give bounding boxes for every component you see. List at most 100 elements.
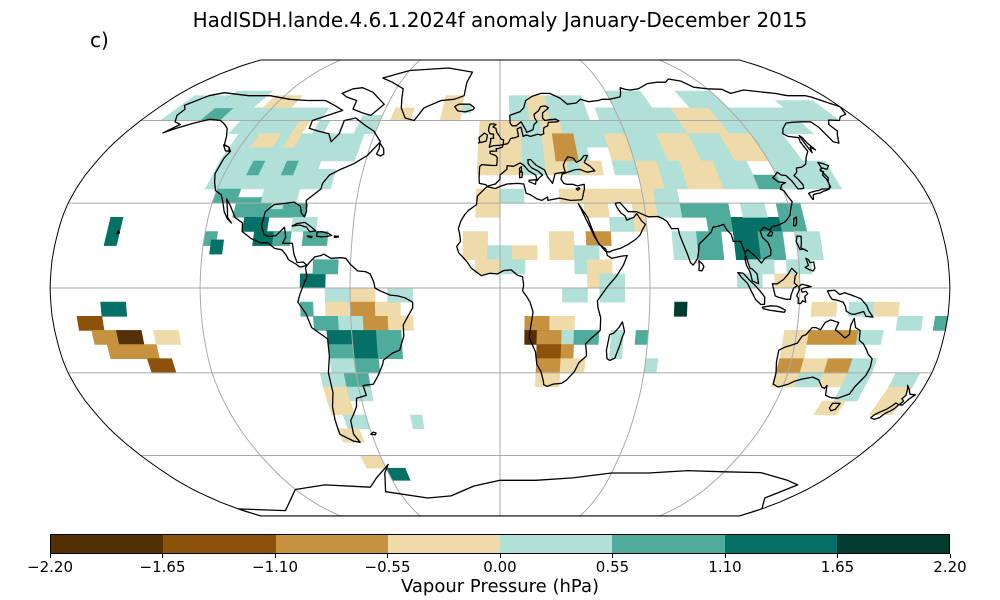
anomaly-cell — [474, 259, 501, 275]
coastline — [518, 165, 523, 172]
anomaly-cell — [376, 344, 404, 360]
anomaly-cell — [153, 330, 182, 345]
anomaly-cell — [730, 217, 759, 232]
coastline — [761, 305, 786, 313]
coastline — [487, 123, 505, 148]
coastlines — [115, 67, 917, 516]
anomaly-cell — [261, 95, 304, 109]
anomaly-cell — [375, 330, 403, 345]
coastline — [382, 67, 474, 122]
coastline — [772, 317, 873, 399]
anomaly-cell — [703, 202, 734, 232]
colorbar-segment — [836, 535, 949, 553]
colorbar-tick-mark — [387, 554, 388, 558]
anomaly-cell — [326, 330, 354, 345]
anomaly-cell — [521, 146, 547, 176]
coastline — [792, 216, 798, 227]
anomaly-cell — [535, 358, 562, 374]
anomaly-cell — [241, 217, 270, 232]
anomaly-cell — [329, 358, 357, 374]
anomaly-cell — [76, 315, 105, 331]
anomaly-cell — [209, 239, 225, 255]
anomaly-cell — [359, 455, 387, 469]
meridian-line — [579, 60, 651, 516]
coastline — [575, 186, 581, 191]
anomaly-cell — [549, 315, 575, 331]
coastline — [237, 463, 799, 516]
anomaly-cell — [519, 120, 544, 148]
anomaly-cell — [732, 231, 762, 261]
coastline — [341, 87, 385, 117]
anomaly-cell — [353, 358, 381, 374]
anomaly-cell — [585, 231, 612, 246]
coastline — [698, 259, 705, 272]
coastline — [807, 161, 832, 201]
anomaly-cell — [246, 160, 266, 176]
anomaly-cell — [551, 133, 579, 162]
anomaly-cell — [855, 330, 884, 345]
colorbar-tick-mark — [162, 554, 163, 558]
colorbar-segment — [724, 535, 837, 553]
anomaly-cell — [351, 330, 378, 345]
anomaly-cell — [322, 386, 351, 402]
anomaly-cell — [499, 188, 525, 204]
colorbar-tick-label: −0.55 — [364, 558, 411, 576]
anomaly-cell — [810, 301, 838, 317]
anomaly-cell — [573, 330, 600, 345]
colorbar-segment — [163, 535, 276, 553]
anomaly-cell — [712, 160, 760, 190]
coastline — [795, 235, 809, 252]
coastline — [315, 231, 333, 238]
anomaly-cell — [326, 400, 355, 416]
colorbar-tick-mark — [724, 554, 726, 558]
coastline — [796, 283, 812, 305]
anomaly-cell — [673, 301, 688, 317]
anomaly-cell — [895, 315, 924, 331]
anomaly-cell — [605, 188, 633, 204]
anomaly-cell — [410, 414, 425, 430]
coastline — [222, 144, 231, 152]
anomaly-cell — [799, 358, 829, 374]
colorbar-tick-mark — [274, 554, 276, 558]
anomaly-cell — [374, 301, 401, 317]
colorbar-tick-mark — [837, 554, 838, 558]
colorbar-segment — [387, 535, 500, 553]
coastline — [804, 257, 816, 272]
coastline — [737, 271, 766, 306]
colorbar-tick-label: 1.65 — [820, 558, 855, 576]
coastline — [826, 289, 874, 318]
graticule — [50, 60, 950, 516]
anomaly-cell — [536, 330, 563, 345]
anomaly-cell — [91, 330, 120, 345]
anomaly-cell — [806, 330, 835, 345]
coastline — [162, 92, 382, 268]
anomaly-cell — [634, 330, 649, 345]
colorbar-tick-mark — [499, 554, 501, 558]
colorbar-tick-mark — [949, 554, 951, 558]
coastline — [798, 134, 817, 154]
anomaly-cell — [512, 245, 538, 261]
anomaly-cell — [558, 188, 585, 204]
coastline — [828, 402, 841, 412]
anomaly-cell — [696, 231, 725, 261]
coastline — [528, 179, 537, 185]
anomaly-cell — [131, 344, 160, 360]
colorbar-tick-label: −2.20 — [27, 558, 73, 576]
anomaly-cell — [349, 301, 376, 317]
anomaly-cell — [312, 259, 339, 275]
anomaly-grid-cells — [76, 90, 949, 481]
figure-title: HadISDH.lande.4.6.1.2024f anomaly Januar… — [192, 8, 808, 32]
coastline — [518, 171, 524, 179]
anomaly-cell — [280, 202, 309, 218]
anomaly-cell — [609, 217, 636, 232]
colorbar-segment — [500, 535, 613, 553]
colorbar-segment — [51, 535, 164, 553]
anomaly-cell — [534, 372, 561, 388]
meridian-line — [349, 60, 421, 516]
anomaly-cell — [869, 386, 913, 416]
anomaly-cell — [249, 133, 282, 148]
colorbar-tick-label: 2.20 — [933, 558, 967, 576]
panel-label: c) — [90, 28, 109, 52]
anomaly-cell — [327, 344, 355, 360]
colorbar-tick-mark — [612, 554, 613, 558]
